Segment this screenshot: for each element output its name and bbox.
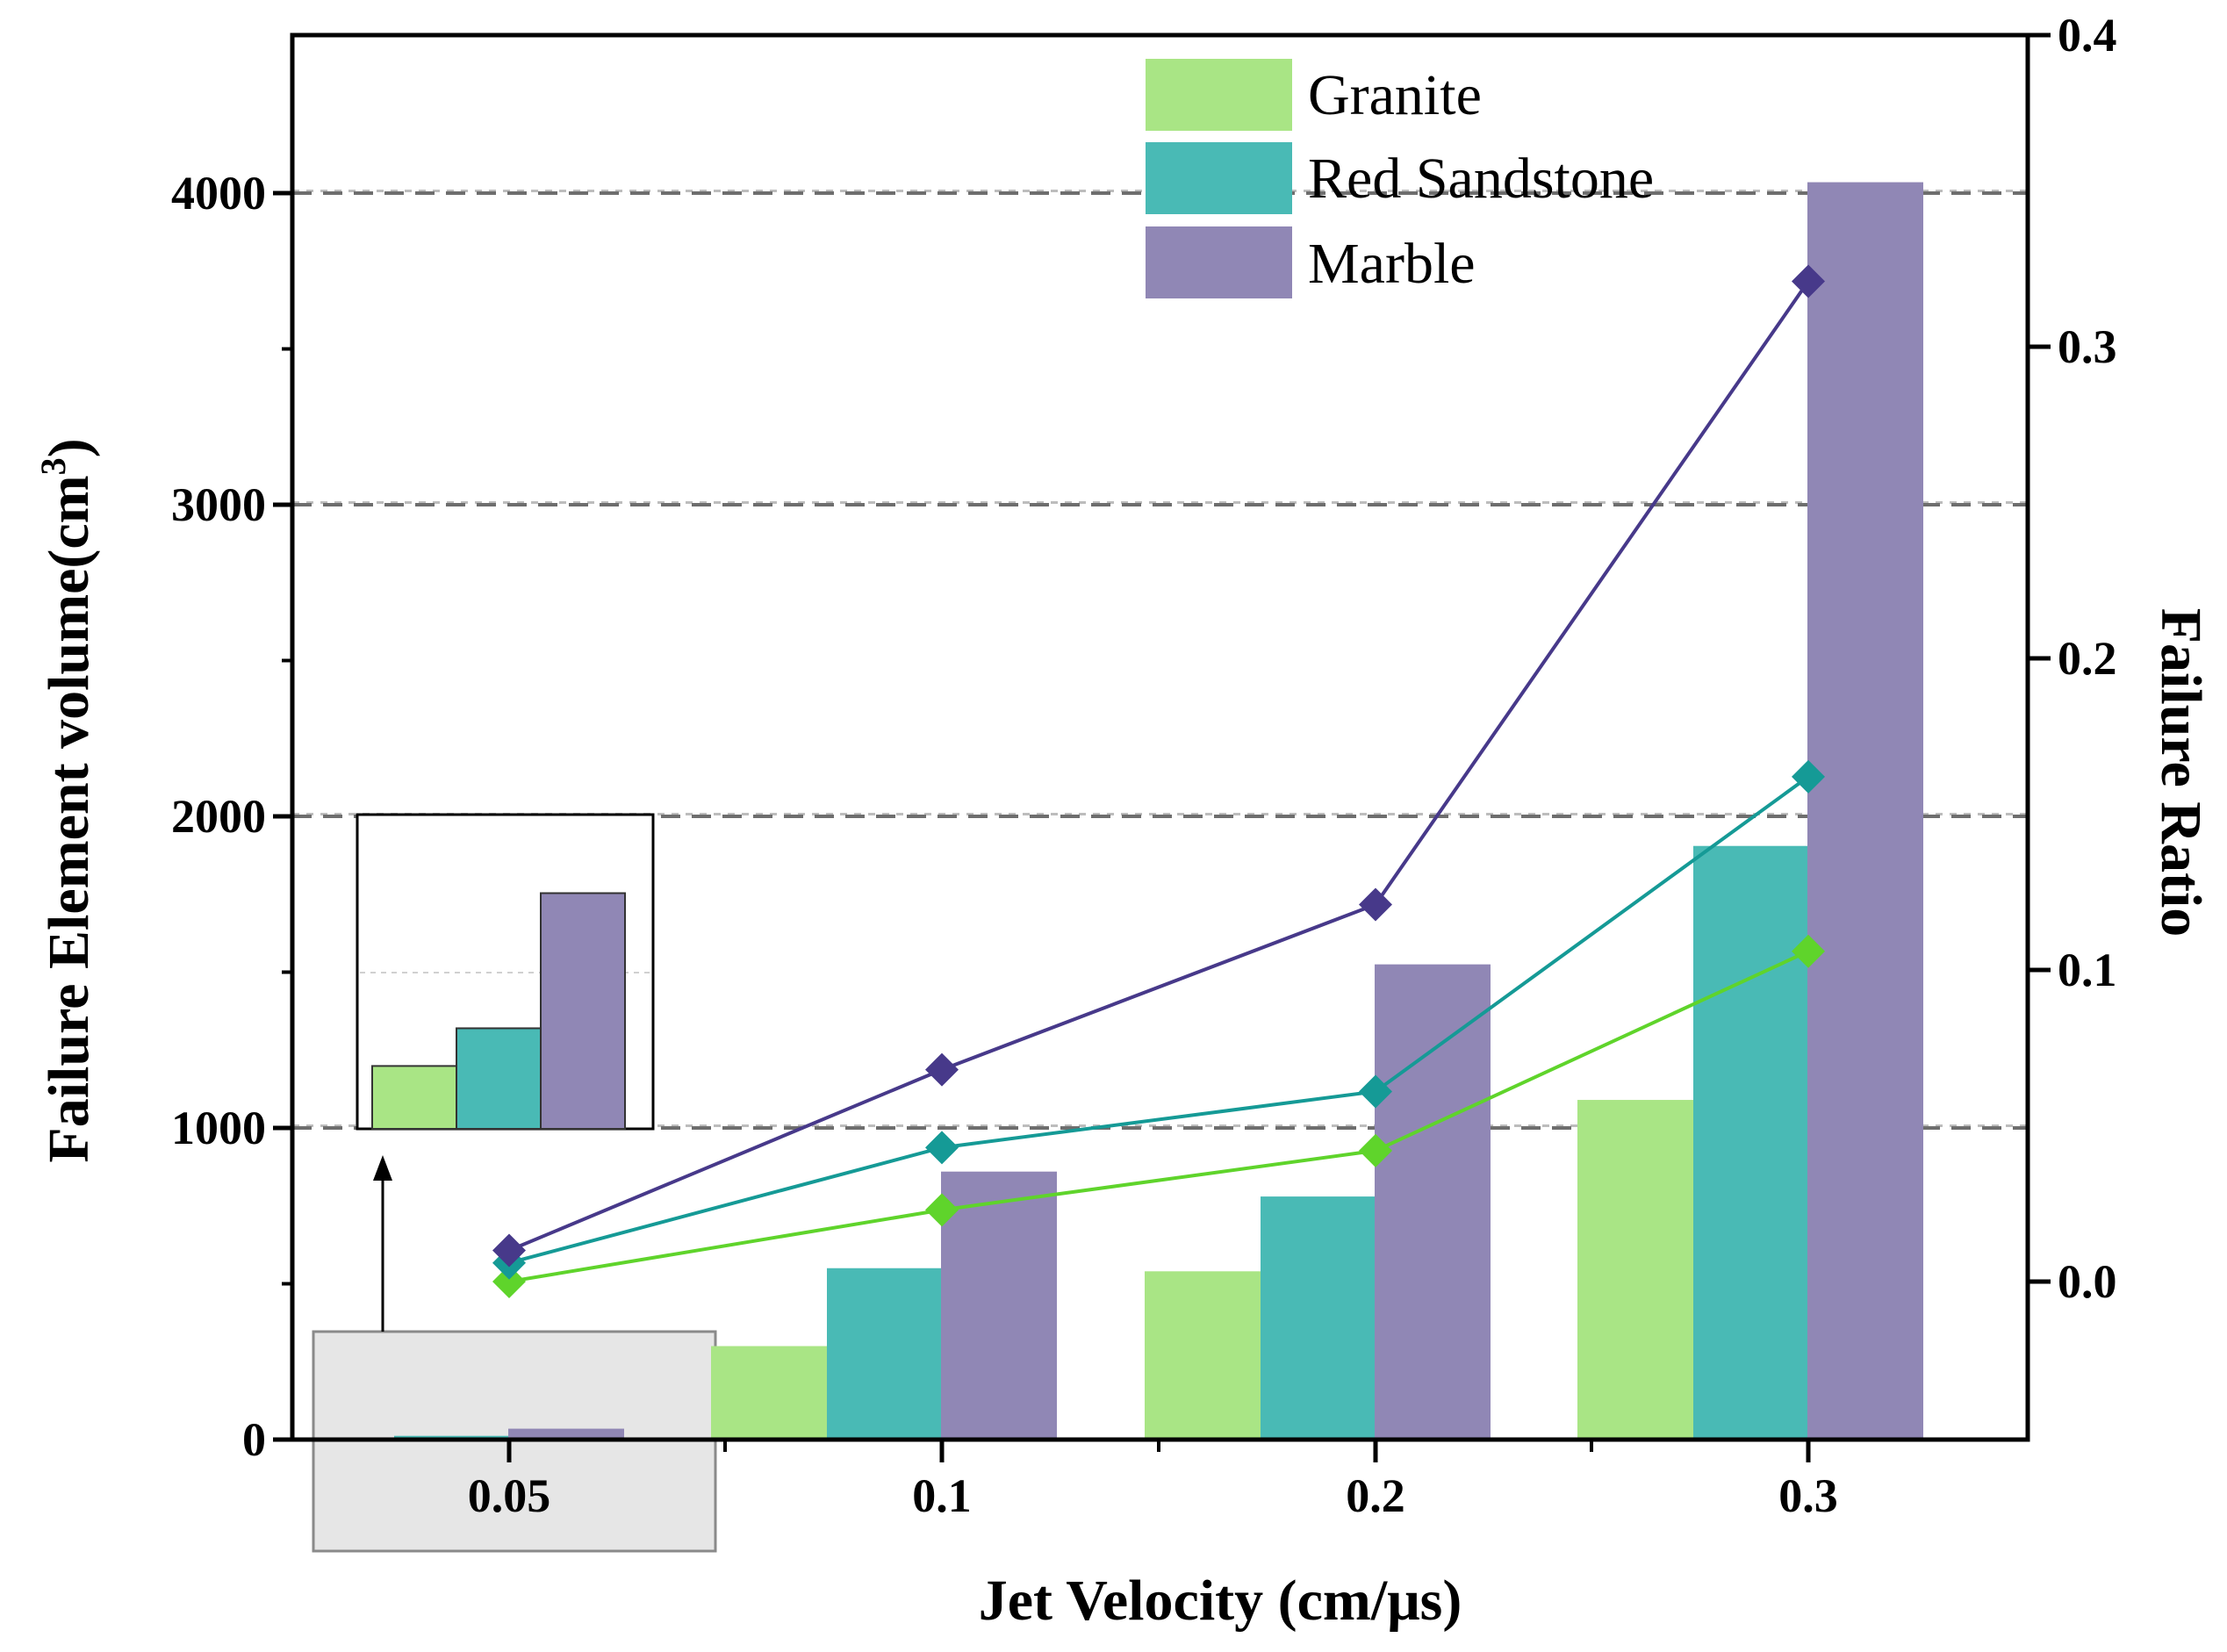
ratio-marker-0-0.1 <box>925 1193 959 1227</box>
ratio-marker-0-0.2 <box>1359 1133 1392 1167</box>
y2-tick-label-2: 0.2 <box>2058 632 2117 685</box>
y-tick-label-3: 3000 <box>171 478 266 531</box>
y2-tick-label-4: 0.4 <box>2058 9 2117 61</box>
ratio-marker-0-0.05 <box>492 1265 526 1298</box>
bar-granite-0.1 <box>711 1346 827 1440</box>
legend-label-marble: Marble <box>1308 232 1476 296</box>
ratio-marker-2-0.2 <box>1359 887 1392 922</box>
ratio-line-1 <box>508 775 1810 1265</box>
y-tick-label-4: 4000 <box>171 167 266 219</box>
y-tick-label-0: 0 <box>242 1413 266 1466</box>
bar-granite-0.3 <box>1577 1100 1693 1440</box>
ratio-line-0 <box>508 949 1809 1283</box>
legend: Granite Red Sandstone Marble <box>1146 59 1654 298</box>
legend-label-granite: Granite <box>1308 63 1482 127</box>
y-axis-title: Failure Element volume(cm3) <box>33 438 101 1162</box>
ratio-lines <box>492 264 1825 1298</box>
ratio-marker-1-0.2 <box>1359 1074 1392 1109</box>
bar-marble-0.1 <box>941 1171 1057 1440</box>
legend-swatch-granite <box>1146 59 1292 131</box>
ratio-marker-2-0.1 <box>925 1052 959 1087</box>
x-tick-label-2: 0.2 <box>1346 1469 1405 1522</box>
y-tick-label-2: 2000 <box>171 790 266 843</box>
ratio-marker-1-0.3 <box>1792 759 1825 794</box>
inset-bar-marble <box>540 892 626 1130</box>
inset-bar-granite <box>371 1065 457 1131</box>
ratio-line-2 <box>508 280 1810 1253</box>
legend-label-red-sandstone: Red Sandstone <box>1308 147 1654 211</box>
bar-red-sandstone-0.2 <box>1261 1196 1376 1440</box>
y-axis-title-close: ) <box>37 438 101 457</box>
y2-tick-label-1: 0.1 <box>2058 944 2117 996</box>
ratio-marker-2-0.3 <box>1792 264 1825 298</box>
bar-red-sandstone-0.3 <box>1693 845 1809 1440</box>
x-tick-label-1: 0.1 <box>912 1469 972 1522</box>
y-tick-label-1: 1000 <box>171 1102 266 1154</box>
bar-marble-0.3 <box>1807 182 1923 1440</box>
inset-arrow-head <box>373 1155 392 1181</box>
inset-bar-red-sandstone <box>456 1027 542 1130</box>
y2-axis-title: Failure Ratio <box>2149 608 2213 937</box>
ratio-marker-0-0.3 <box>1792 934 1825 968</box>
x-tick-label-3: 0.3 <box>1778 1469 1838 1522</box>
x-axis-title: Jet Velocity (cm/μs) <box>979 1569 1462 1633</box>
inset-chart <box>356 813 655 1332</box>
bar-marble-0.2 <box>1375 964 1491 1440</box>
x-tick-label-0: 0.05 <box>468 1469 551 1522</box>
y2-tick-label-0: 0.0 <box>2058 1255 2117 1308</box>
y2-tick-label-3: 0.3 <box>2058 320 2117 373</box>
axes: 0 1000 2000 3000 4000 0.0 0.1 0.2 0.3 0.4 0.05 0.1 0… <box>171 9 2117 1522</box>
ratio-marker-2-0.05 <box>492 1233 526 1268</box>
legend-swatch-red-sandstone <box>1146 142 1292 214</box>
y-axis-title-main: Failure Element volume(cm <box>37 475 101 1162</box>
bars <box>278 182 1923 1440</box>
bar-marble-0.05 <box>508 1428 624 1440</box>
legend-swatch-marble <box>1146 226 1292 298</box>
y-axis-title-sup: 3 <box>33 457 73 475</box>
ratio-marker-1-0.1 <box>925 1131 959 1165</box>
bar-red-sandstone-0.1 <box>827 1268 943 1440</box>
bar-granite-0.2 <box>1145 1271 1261 1440</box>
